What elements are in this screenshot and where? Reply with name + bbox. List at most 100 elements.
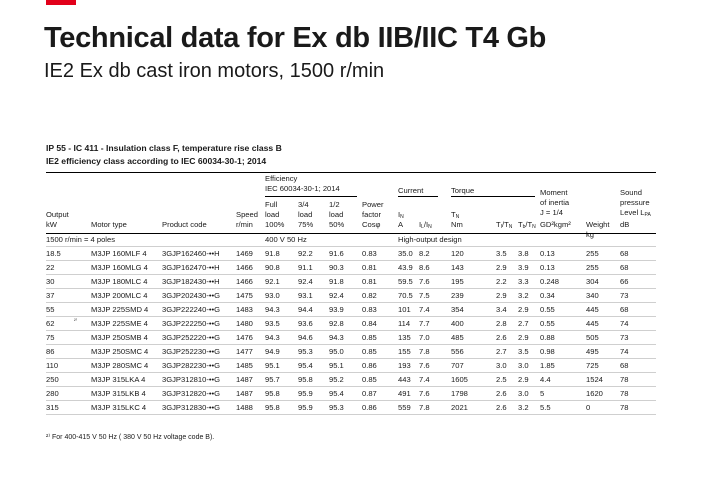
power-factor-cell: 0.83	[362, 305, 377, 314]
table-row: 62 ²⁾ M3JP 225SME 4 3GJP222250-••G 1480 93.5 9…	[46, 317, 656, 331]
tb-tn-cell: 3.0	[518, 389, 529, 398]
output-cell: 55	[46, 305, 55, 314]
weight-cell: 445	[586, 319, 599, 328]
power-factor-cell: 0.85	[362, 375, 377, 384]
power-factor-cell: 0.85	[362, 347, 377, 356]
inertia-cell: 5	[540, 389, 545, 398]
motor-type-cell: M3JP 280SMC 4	[91, 361, 149, 370]
output-cell: 22	[46, 263, 55, 272]
header-full: Full	[265, 200, 278, 209]
header-load50: load	[329, 210, 344, 219]
header-sound-3: Level LPA	[620, 208, 651, 218]
current-cell: 559	[398, 403, 411, 412]
inertia-cell: 0.98	[540, 347, 555, 356]
speed-cell: 1466	[236, 263, 253, 272]
header-efficiency-std: IEC 60034-30-1; 2014	[265, 184, 340, 193]
table-row: 22 M3JP 160MLG 4 3GJP162470-••H 1466 90.8 91.…	[46, 261, 656, 275]
motor-type-cell: M3JP 225SME 4	[91, 319, 148, 328]
header-sound-1: Sound	[620, 188, 642, 197]
tb-tn-cell: 3.5	[518, 347, 529, 356]
table-row: 315 M3JP 315LKC 4 3GJP312830-••G 1488 95.8 95…	[46, 401, 656, 415]
table-row: 280 M3JP 315LKB 4 3GJP312820-••G 1487 95.8 95…	[46, 387, 656, 401]
header-speed-unit: r/min	[236, 220, 253, 229]
tb-tn-cell: 3.8	[518, 249, 529, 258]
header-pf-3: Cosφ	[362, 220, 381, 229]
motor-type-cell: M3JP 315LKA 4	[91, 375, 146, 384]
sound-cell: 73	[620, 333, 629, 342]
speed-cell: 1483	[236, 305, 253, 314]
header-pf-1: Power	[362, 200, 384, 209]
tl-tn-cell: 3.5	[496, 249, 507, 258]
tb-tn-cell: 2.7	[518, 319, 529, 328]
header-sound-4: dB	[620, 220, 630, 229]
motor-type-cell: M3JP 315LKC 4	[91, 403, 147, 412]
output-cell: 18.5	[46, 249, 61, 258]
header-tl-tn: TI/TN	[496, 220, 513, 230]
product-code-cell: 3GJP202430-••G	[162, 291, 221, 300]
tb-tn-cell: 2.9	[518, 305, 529, 314]
design-label: High-output design	[398, 235, 462, 244]
torque-cell: 239	[451, 291, 464, 300]
power-factor-cell: 0.86	[362, 361, 377, 370]
header-speed: Speed	[236, 210, 258, 219]
power-factor-cell: 0.82	[362, 291, 377, 300]
weight-cell: 340	[586, 291, 599, 300]
current-cell: 443	[398, 375, 411, 384]
efficiency-75-cell: 93.1	[298, 291, 313, 300]
product-code-cell: 3GJP312830-••G	[162, 403, 221, 412]
conditions-line-1: IP 55 - IC 411 - Insulation class F, tem…	[46, 143, 282, 153]
power-factor-cell: 0.87	[362, 389, 377, 398]
weight-cell: 505	[586, 333, 599, 342]
motor-type-cell: M3JP 225SMD 4	[91, 305, 149, 314]
torque-cell: 120	[451, 249, 464, 258]
table-row: 30 M3JP 180MLC 4 3GJP182430-••H 1466 92.1 92.…	[46, 275, 656, 289]
il-in-cell: 7.5	[419, 291, 430, 300]
efficiency-75-cell: 92.2	[298, 249, 313, 258]
header-torque: Torque	[451, 186, 475, 195]
tl-tn-cell: 3.4	[496, 305, 507, 314]
sound-cell: 74	[620, 347, 629, 356]
torque-cell: 1605	[451, 375, 468, 384]
inertia-cell: 5.5	[540, 403, 551, 412]
motor-type-cell: M3JP 250SMC 4	[91, 347, 149, 356]
efficiency-75-cell: 94.6	[298, 333, 313, 342]
motor-type-cell: M3JP 200MLC 4	[91, 291, 148, 300]
efficiency-75-cell: 95.4	[298, 361, 313, 370]
header-motor-type: Motor type	[91, 220, 127, 229]
efficiency-75-cell: 93.6	[298, 319, 313, 328]
header-current: Current	[398, 186, 424, 195]
torque-cell: 2021	[451, 403, 468, 412]
table-row: 110 M3JP 280SMC 4 3GJP282230-••G 1485 95.1 95…	[46, 359, 656, 373]
efficiency-75-cell: 95.8	[298, 375, 313, 384]
table-row: 75 M3JP 250SMB 4 3GJP252220-••G 1476 94.3 94.…	[46, 331, 656, 345]
weight-cell: 0	[586, 403, 591, 412]
voltage-label: 400 V 50 Hz	[265, 235, 307, 244]
inertia-cell: 1.85	[540, 361, 555, 370]
sound-cell: 74	[620, 319, 629, 328]
tb-tn-cell: 3.2	[518, 291, 529, 300]
footnote: ²⁾ For 400-415 V 50 Hz ( 380 V 50 Hz vol…	[46, 434, 215, 441]
efficiency-group-rule	[265, 196, 357, 197]
motor-type-cell: M3JP 315LKB 4	[91, 389, 146, 398]
efficiency-75-cell: 94.4	[298, 305, 313, 314]
product-code-cell: 3GJP222250-••G	[162, 319, 221, 328]
tl-tn-cell: 2.8	[496, 319, 507, 328]
motor-type-cell: M3JP 180MLC 4	[91, 277, 148, 286]
output-cell: 315	[46, 403, 59, 412]
speed-cell: 1477	[236, 347, 253, 356]
table-row: 18.5 M3JP 160MLF 4 3GJP162460-••H 1469 91.8 9…	[46, 247, 656, 261]
il-in-cell: 7.6	[419, 389, 430, 398]
efficiency-50-cell: 92.8	[329, 319, 344, 328]
il-in-cell: 7.8	[419, 403, 430, 412]
inertia-cell: 0.55	[540, 319, 555, 328]
sound-cell: 68	[620, 361, 629, 370]
efficiency-75-cell: 95.9	[298, 403, 313, 412]
speed-cell: 1488	[236, 403, 253, 412]
tl-tn-cell: 2.9	[496, 291, 507, 300]
current-cell: 491	[398, 389, 411, 398]
header-bottom-rule	[46, 233, 656, 234]
torque-cell: 400	[451, 319, 464, 328]
tb-tn-cell: 3.2	[518, 403, 529, 412]
tl-tn-cell: 2.6	[496, 403, 507, 412]
product-code-cell: 3GJP252230-••G	[162, 347, 221, 356]
